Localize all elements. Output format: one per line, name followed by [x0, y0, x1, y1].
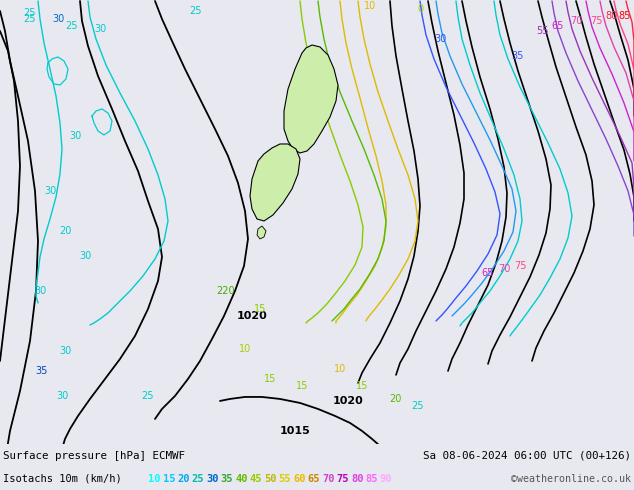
- Text: 0: 0: [417, 4, 423, 14]
- Text: 85: 85: [619, 11, 631, 21]
- Text: 65: 65: [482, 268, 494, 278]
- Text: ©weatheronline.co.uk: ©weatheronline.co.uk: [511, 474, 631, 484]
- Text: 80: 80: [606, 11, 618, 21]
- Text: 20: 20: [59, 226, 71, 236]
- Text: 45: 45: [250, 474, 262, 484]
- Text: 65: 65: [307, 474, 320, 484]
- Text: 1020: 1020: [333, 396, 363, 406]
- Text: 25: 25: [23, 8, 36, 18]
- Text: 35: 35: [512, 51, 524, 61]
- Text: Isotachs 10m (km/h): Isotachs 10m (km/h): [3, 474, 122, 484]
- Text: 55: 55: [278, 474, 291, 484]
- Text: 75: 75: [514, 261, 526, 271]
- Text: 40: 40: [235, 474, 247, 484]
- Text: 10: 10: [364, 1, 376, 11]
- Text: 10: 10: [239, 344, 251, 354]
- Text: 15: 15: [296, 381, 308, 391]
- Text: 30: 30: [94, 24, 106, 34]
- Text: 10: 10: [148, 474, 160, 484]
- Text: 70: 70: [570, 16, 582, 26]
- Polygon shape: [250, 144, 300, 221]
- Text: 30: 30: [69, 131, 81, 141]
- Text: 75: 75: [337, 474, 349, 484]
- Text: 15: 15: [264, 374, 276, 384]
- Text: 10: 10: [334, 364, 346, 374]
- Text: 30: 30: [79, 251, 91, 261]
- Text: 15: 15: [254, 304, 266, 314]
- Text: 30: 30: [44, 186, 56, 196]
- Text: 25: 25: [66, 21, 78, 31]
- Text: 25: 25: [191, 474, 204, 484]
- Text: 30: 30: [52, 14, 64, 24]
- Text: 15: 15: [162, 474, 175, 484]
- Text: 80: 80: [351, 474, 363, 484]
- Polygon shape: [257, 226, 266, 239]
- Text: 30: 30: [206, 474, 219, 484]
- Text: 70: 70: [322, 474, 335, 484]
- Polygon shape: [284, 45, 338, 153]
- Text: 60: 60: [293, 474, 306, 484]
- Text: 65: 65: [552, 21, 564, 31]
- Text: 30: 30: [59, 346, 71, 356]
- Text: 25: 25: [142, 391, 154, 401]
- Text: 15: 15: [356, 381, 368, 391]
- Text: Sa 08-06-2024 06:00 UTC (00+126): Sa 08-06-2024 06:00 UTC (00+126): [423, 451, 631, 461]
- Text: 90: 90: [380, 474, 392, 484]
- Text: 55: 55: [536, 26, 548, 36]
- Text: 1015: 1015: [280, 426, 311, 436]
- Text: 1020: 1020: [236, 311, 268, 321]
- Text: 25: 25: [190, 6, 202, 16]
- Text: 220: 220: [217, 286, 235, 296]
- Text: 75: 75: [590, 16, 602, 26]
- Text: 35: 35: [221, 474, 233, 484]
- Text: 30: 30: [56, 391, 68, 401]
- Text: 35: 35: [36, 366, 48, 376]
- Text: 25: 25: [411, 401, 424, 411]
- Text: 30: 30: [434, 34, 446, 44]
- Text: 30: 30: [34, 286, 46, 296]
- Text: 25: 25: [23, 14, 36, 24]
- Text: 70: 70: [498, 264, 510, 274]
- Text: 85: 85: [365, 474, 378, 484]
- Text: 20: 20: [177, 474, 190, 484]
- Text: 20: 20: [389, 394, 401, 404]
- Text: 50: 50: [264, 474, 276, 484]
- Text: Surface pressure [hPa] ECMWF: Surface pressure [hPa] ECMWF: [3, 451, 185, 461]
